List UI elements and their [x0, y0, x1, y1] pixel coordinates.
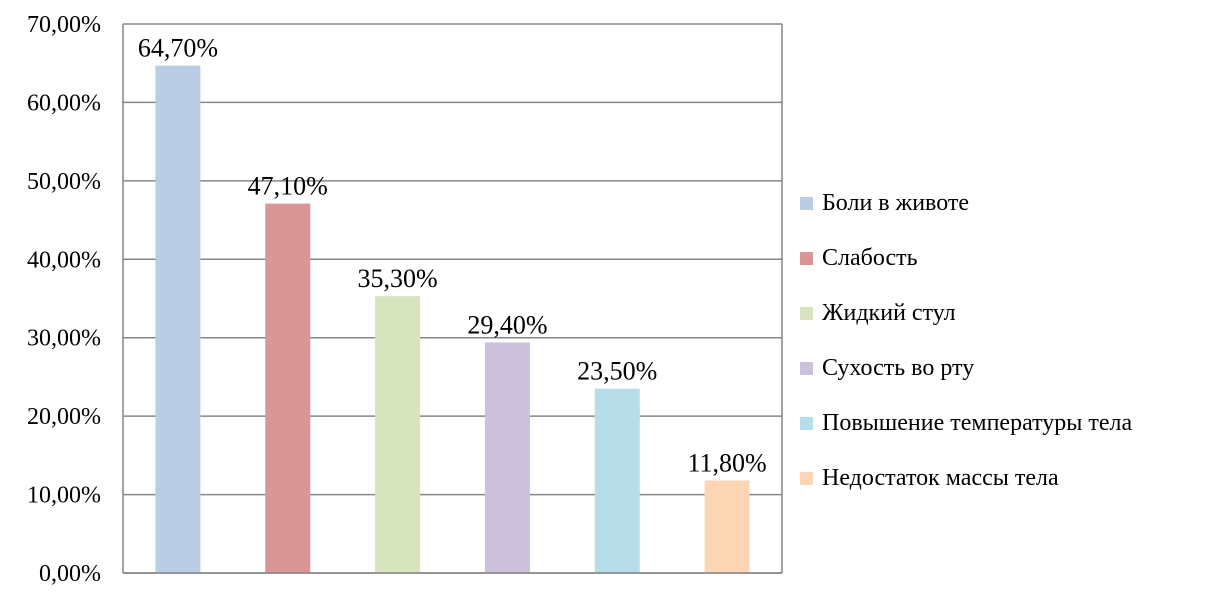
- bars: [155, 65, 750, 574]
- bar: [484, 342, 530, 573]
- legend-label: Повышение температуры тела: [822, 410, 1133, 436]
- legend-item: Боли в животе: [800, 176, 1200, 231]
- gridlines: [123, 23, 782, 574]
- legend-swatch: [800, 197, 813, 210]
- data-label: 47,10%: [248, 172, 328, 201]
- bar: [155, 65, 201, 574]
- legend-item: Повышение температуры тела: [800, 396, 1200, 451]
- legend-swatch: [800, 252, 813, 265]
- legend-swatch: [800, 472, 813, 485]
- legend-label: Недостаток массы тела: [822, 465, 1059, 491]
- bar: [265, 203, 311, 573]
- bar: [375, 296, 421, 573]
- data-labels: 64,70% 47,10% 35,30% 29,40% 23,50% 11,80%: [138, 34, 767, 478]
- legend-swatch: [800, 307, 813, 320]
- y-axis: 0,00% 10,00% 20,00% 30,00% 40,00% 50,00% 60,00…: [27, 12, 783, 587]
- y-tick-label: 10,00%: [27, 483, 101, 509]
- legend-label: Боли в животе: [822, 190, 970, 216]
- legend-label: Жидкий стул: [822, 300, 956, 326]
- legend-item: Слабость: [800, 231, 1200, 286]
- y-tick-label: 70,00%: [27, 12, 101, 38]
- bar: [704, 480, 750, 573]
- legend-swatch: [800, 362, 813, 375]
- legend-label: Слабость: [822, 245, 918, 271]
- legend-label: Сухость во рту: [822, 355, 975, 381]
- legend-item: Недостаток массы тела: [800, 451, 1200, 506]
- data-label: 11,80%: [687, 448, 766, 477]
- data-label: 23,50%: [577, 357, 657, 386]
- legend-item: Жидкий стул: [800, 286, 1200, 341]
- y-tick-label: 20,00%: [27, 404, 101, 430]
- data-label: 35,30%: [357, 264, 437, 293]
- legend-swatch: [800, 417, 813, 430]
- y-tick-label: 0,00%: [39, 561, 101, 587]
- bar: [594, 388, 640, 573]
- y-tick-label: 60,00%: [27, 90, 101, 116]
- data-label: 29,40%: [467, 310, 547, 339]
- y-tick-label: 50,00%: [27, 169, 101, 195]
- y-tick-label: 40,00%: [27, 247, 101, 273]
- data-label: 64,70%: [138, 34, 218, 63]
- y-tick-label: 30,00%: [27, 326, 101, 352]
- legend: Боли в животе Слабость Жидкий стул Сухость …: [800, 176, 1200, 506]
- legend-item: Сухость во рту: [800, 341, 1200, 396]
